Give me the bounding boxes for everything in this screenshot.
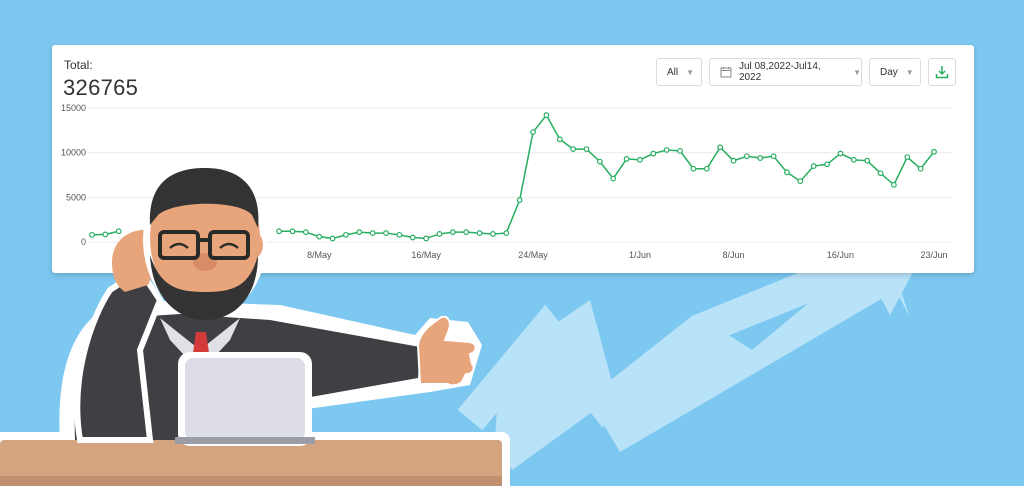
data-point[interactable]	[931, 148, 937, 155]
x-tick-label: 1/Jun	[629, 250, 651, 260]
data-point[interactable]	[102, 231, 109, 238]
data-point[interactable]	[891, 181, 897, 188]
x-tick-label: 24/May	[518, 250, 548, 260]
data-point[interactable]	[543, 112, 550, 119]
x-tick-label: 16/May	[411, 250, 441, 260]
data-point[interactable]	[329, 235, 336, 242]
analytics-card: Total: 326765 All ▼ Jul 08,2022-Jul14, 2…	[52, 45, 974, 273]
data-point[interactable]	[289, 228, 296, 235]
data-point[interactable]	[703, 165, 710, 172]
data-point[interactable]	[490, 231, 496, 237]
chevron-down-icon: ▼	[686, 67, 695, 77]
data-point[interactable]	[449, 229, 456, 236]
data-point[interactable]	[596, 158, 603, 165]
data-point[interactable]	[770, 153, 777, 160]
data-point[interactable]	[610, 175, 617, 182]
x-tick-label: 16/Jun	[827, 250, 854, 260]
data-point[interactable]	[810, 163, 817, 169]
data-point[interactable]	[343, 231, 349, 238]
calendar-icon	[720, 67, 732, 78]
data-point[interactable]	[396, 231, 403, 238]
x-tick-label: 8/Jun	[723, 250, 745, 260]
data-point[interactable]	[650, 150, 657, 157]
data-point[interactable]	[383, 230, 389, 236]
y-tick-label: 0	[81, 237, 86, 247]
granularity-select-value: Day	[880, 66, 898, 78]
data-point[interactable]	[784, 169, 790, 176]
y-tick-label: 5000	[66, 192, 86, 202]
laptop	[175, 352, 315, 446]
scope-select-value: All	[667, 66, 679, 78]
data-point[interactable]	[837, 150, 844, 157]
data-point[interactable]	[877, 170, 884, 177]
date-range-value: Jul 08,2022-Jul14, 2022	[738, 61, 821, 83]
total-value: 326765	[63, 75, 139, 100]
data-point[interactable]	[904, 154, 911, 161]
data-point[interactable]	[730, 157, 737, 164]
trend-arrow-band	[457, 250, 867, 431]
data-point[interactable]	[369, 230, 376, 236]
data-point[interactable]	[302, 229, 309, 236]
download-button[interactable]	[928, 58, 956, 86]
data-point[interactable]	[276, 228, 283, 235]
data-point[interactable]	[316, 233, 323, 240]
date-range-picker[interactable]: Jul 08,2022-Jul14, 2022 ▼	[709, 58, 862, 86]
data-point[interactable]	[717, 144, 724, 151]
data-point[interactable]	[677, 147, 683, 154]
data-point[interactable]	[623, 156, 630, 162]
data-point[interactable]	[516, 197, 523, 203]
y-tick-label: 15000	[61, 103, 86, 113]
data-point[interactable]	[864, 157, 871, 164]
data-point[interactable]	[356, 229, 363, 236]
data-point[interactable]	[115, 228, 122, 235]
data-point[interactable]	[423, 235, 430, 242]
data-point[interactable]	[89, 231, 95, 238]
scope-select[interactable]: All ▼	[656, 58, 702, 86]
data-point[interactable]	[503, 230, 510, 236]
data-point[interactable]	[570, 146, 577, 152]
data-point[interactable]	[476, 230, 483, 236]
line-chart: 15000 10000 5000 0 8/May 16/May 24/May 1/Jun 8/J…	[61, 103, 952, 260]
data-point[interactable]	[917, 165, 924, 172]
data-point[interactable]	[583, 146, 590, 152]
data-point[interactable]	[637, 156, 643, 163]
data-point[interactable]	[556, 136, 563, 143]
desk	[0, 432, 510, 486]
data-point[interactable]	[797, 178, 804, 185]
y-tick-label: 10000	[61, 148, 86, 158]
data-point[interactable]	[757, 155, 764, 161]
x-tick-label: 8/May	[307, 250, 332, 260]
glasses-icon	[158, 230, 250, 260]
data-point[interactable]	[409, 234, 416, 241]
data-point[interactable]	[824, 161, 830, 168]
chevron-down-icon: ▼	[905, 67, 914, 77]
chevron-down-icon: ▼	[853, 67, 861, 77]
granularity-select[interactable]: Day ▼	[869, 58, 921, 86]
data-point[interactable]	[436, 231, 443, 237]
total-label: Total:	[64, 58, 93, 72]
data-point[interactable]	[463, 229, 470, 236]
x-tick-label: 23/Jun	[920, 250, 947, 260]
data-point[interactable]	[530, 129, 536, 136]
data-point[interactable]	[743, 153, 750, 160]
download-icon	[935, 66, 949, 79]
data-point[interactable]	[690, 165, 697, 172]
data-point[interactable]	[663, 147, 670, 153]
trend-arrow-shape	[495, 258, 910, 470]
data-point[interactable]	[850, 156, 857, 163]
